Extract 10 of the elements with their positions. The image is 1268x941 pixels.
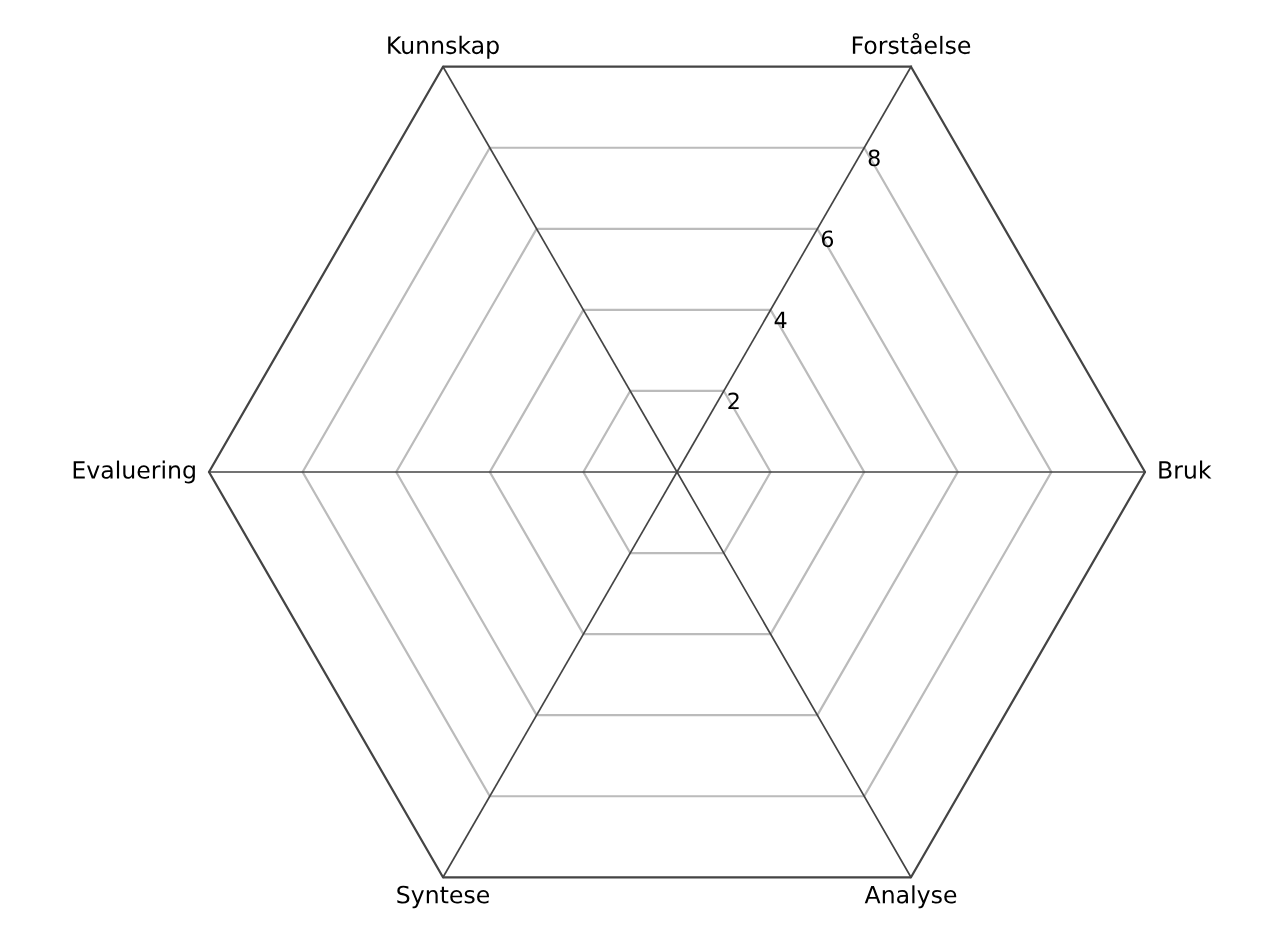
y-tick-label: 2 (728, 392, 739, 410)
y-tick-label: 6 (821, 230, 834, 248)
spoke-label: Forståelse (852, 33, 971, 55)
y-tick-label: 4 (774, 311, 787, 329)
y-tick-label: 8 (868, 149, 880, 167)
spoke-label: Syntese (397, 885, 490, 909)
spoke-label: Evaluering (73, 460, 195, 484)
spoke-label: Analyse (864, 885, 957, 909)
spoke-label: Bruk (1159, 460, 1212, 479)
spoke-label: Kunnskap (388, 35, 499, 59)
